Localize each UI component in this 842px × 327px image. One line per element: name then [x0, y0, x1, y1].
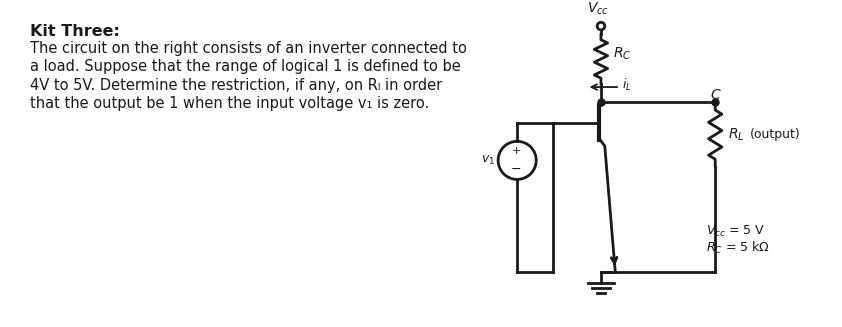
- Text: (output): (output): [749, 128, 800, 141]
- Text: that the output be 1 when the input voltage v₁ is zero.: that the output be 1 when the input volt…: [29, 95, 429, 111]
- Text: 4V to 5V. Determine the restriction, if any, on Rₗ in order: 4V to 5V. Determine the restriction, if …: [29, 77, 442, 93]
- Text: $i_L$: $i_L$: [622, 77, 632, 93]
- Text: $R_C$: $R_C$: [613, 46, 632, 62]
- Text: The circuit on the right consists of an inverter connected to: The circuit on the right consists of an …: [29, 41, 466, 56]
- Text: $V_{cc}$: $V_{cc}$: [587, 0, 609, 17]
- Text: $C$: $C$: [711, 88, 722, 102]
- Text: −: −: [511, 163, 521, 175]
- Text: Kit Three:: Kit Three:: [29, 24, 120, 39]
- Text: $v_1$: $v_1$: [481, 154, 495, 167]
- Text: $V_{cc}$ = 5 V: $V_{cc}$ = 5 V: [706, 224, 765, 239]
- Text: +: +: [512, 146, 521, 156]
- Text: $R_L$: $R_L$: [727, 127, 744, 143]
- Text: $R_C$ = 5 k$\Omega$: $R_C$ = 5 k$\Omega$: [706, 240, 770, 256]
- Text: a load. Suppose that the range of logical 1 is defined to be: a load. Suppose that the range of logica…: [29, 60, 461, 75]
